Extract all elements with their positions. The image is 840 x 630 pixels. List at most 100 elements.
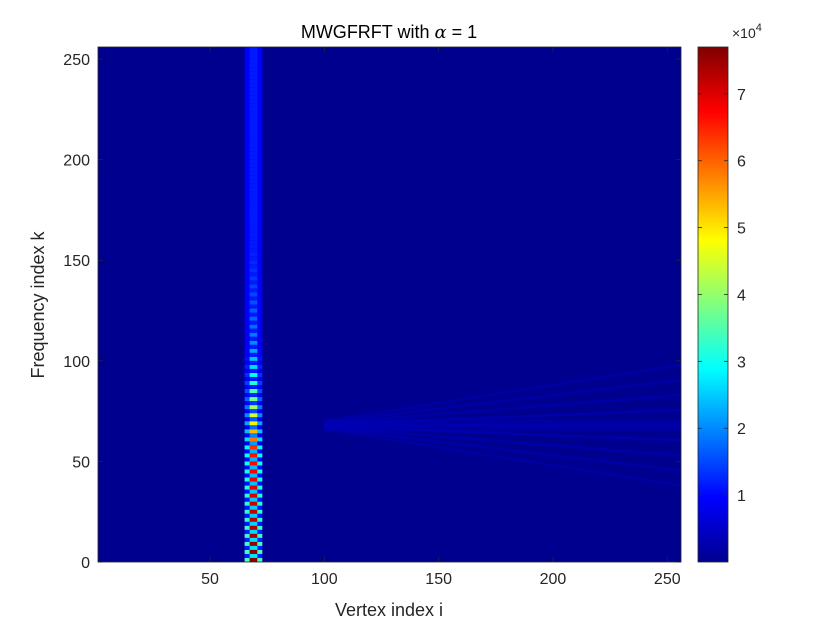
ridge-core-cell <box>249 115 258 120</box>
colorbar-tick-label: 4 <box>737 287 746 304</box>
fan-line <box>324 393 681 425</box>
colorbar-tick-label: 2 <box>737 421 746 438</box>
ridge-core-cell <box>249 272 258 277</box>
fan-center-band <box>324 419 681 432</box>
ridge-core-cell <box>249 288 258 293</box>
colorbar-multiplier: ×104 <box>732 22 762 41</box>
ridge-core-cell <box>249 457 258 462</box>
ridge-core-cell <box>249 75 258 80</box>
fan-line <box>324 427 681 487</box>
ridge-core-cell <box>249 119 258 124</box>
colorbar-multiplier-exponent: 4 <box>756 22 762 34</box>
ridge-core-cell <box>249 485 258 490</box>
ridge-core-cell <box>249 256 258 261</box>
ridge-core-cell <box>249 541 258 546</box>
ridge-core-cell <box>249 557 258 562</box>
ridge-core-cell <box>249 437 258 442</box>
y-tick-label: 250 <box>63 52 90 69</box>
title-alpha-symbol: α <box>434 22 446 43</box>
ridge-core-cell <box>249 187 258 192</box>
ridge-core-cell <box>249 469 258 474</box>
colorbar-frame <box>697 46 729 563</box>
ridge-core-cell <box>249 123 258 128</box>
chart-title: MWGFRFT with α = 1 <box>301 22 477 43</box>
ridge-core-cell <box>249 284 258 289</box>
colorbar-gradient <box>698 47 728 562</box>
ridge-core-cell <box>249 344 258 349</box>
fan-line <box>324 363 681 423</box>
ridge-core-cell <box>249 103 258 108</box>
colorbar-tick-label: 6 <box>737 154 746 171</box>
x-axis-ticks: 50 100 150 200 250 <box>201 47 681 588</box>
ridge-core-cell <box>249 240 258 245</box>
ridge-core-cell <box>249 360 258 365</box>
ridge-core-cell <box>249 477 258 482</box>
ridge-core-cell <box>249 509 258 514</box>
y-tick-label: 100 <box>63 354 90 371</box>
ridge-core-cell <box>249 461 258 466</box>
ridge-core-cell <box>249 228 258 233</box>
ridge-core-cell <box>249 376 258 381</box>
ridge-core-cell <box>249 292 258 297</box>
ridge-core-cell <box>249 388 258 394</box>
ridge-core-cell <box>249 203 258 208</box>
colorbar-multiplier-base: ×10 <box>732 25 756 41</box>
ridge-core-cell <box>249 348 258 353</box>
y-tick-label: 50 <box>72 454 90 471</box>
ridge-core-cell <box>249 405 258 410</box>
ridge-core-cell <box>249 276 258 281</box>
ridge-core-cell <box>249 316 258 321</box>
ridge-core-cell <box>249 127 258 132</box>
ridge-core-cell <box>249 99 258 104</box>
ridge-core-cell <box>249 135 258 140</box>
fan-line <box>324 378 681 424</box>
ridge-core-cell <box>249 533 258 538</box>
ridge-core-cell <box>249 320 258 325</box>
ridge-core-cell <box>249 67 258 72</box>
ridge-core-cell <box>249 236 258 241</box>
ridge-core-cell <box>249 352 258 357</box>
ridge-core-cell <box>249 155 258 160</box>
ridge-core-cell <box>249 268 258 273</box>
ridge-core-cell <box>249 489 258 494</box>
ridge-core-cell <box>249 167 258 172</box>
main-ridge <box>244 47 263 562</box>
ridge-core-cell <box>249 87 258 92</box>
x-tick-label: 250 <box>654 571 681 588</box>
ridge-core-cell <box>249 312 258 317</box>
ridge-core-cell <box>249 107 258 112</box>
ridge-core-cell <box>249 445 258 450</box>
y-axis-label: Frequency index k <box>28 230 48 378</box>
y-tick-label: 150 <box>63 253 90 270</box>
x-axis-label: Vertex index i <box>335 600 443 620</box>
ridge-core-cell <box>249 224 258 229</box>
faint-fan-region <box>324 363 681 487</box>
ridge-core-cell <box>249 244 258 249</box>
ridge-core-cell <box>249 252 258 257</box>
ridge-core-cell <box>249 55 258 60</box>
colorbar-tick-label: 5 <box>737 221 746 238</box>
ridge-core-cell <box>249 63 258 68</box>
ridge-core-cell <box>249 260 258 265</box>
ridge-core-cell <box>249 220 258 225</box>
ridge-core-cell <box>249 300 258 305</box>
ridge-core-cell <box>249 384 258 389</box>
x-tick-label: 200 <box>540 571 567 588</box>
ridge-core-cell <box>249 47 258 52</box>
ridge-core-cell <box>249 147 258 152</box>
ridge-core-cell <box>249 199 258 204</box>
ridge-core-cell <box>249 163 258 168</box>
ridge-core-cell <box>249 368 258 373</box>
ridge-core-cell <box>249 429 258 434</box>
ridge-core-cell <box>249 417 258 422</box>
ridge-core-cell <box>249 465 258 470</box>
ridge-core-cell <box>249 83 258 88</box>
colorbar-ticks: 1 2 3 4 5 6 7 <box>698 87 746 505</box>
ridge-core-cell <box>249 207 258 212</box>
ridge-core-cell <box>249 340 258 345</box>
fan-line <box>324 426 681 472</box>
ridge-core-cell <box>249 441 258 446</box>
ridge-core-cell <box>249 393 258 398</box>
ridge-core-cell <box>249 336 258 341</box>
